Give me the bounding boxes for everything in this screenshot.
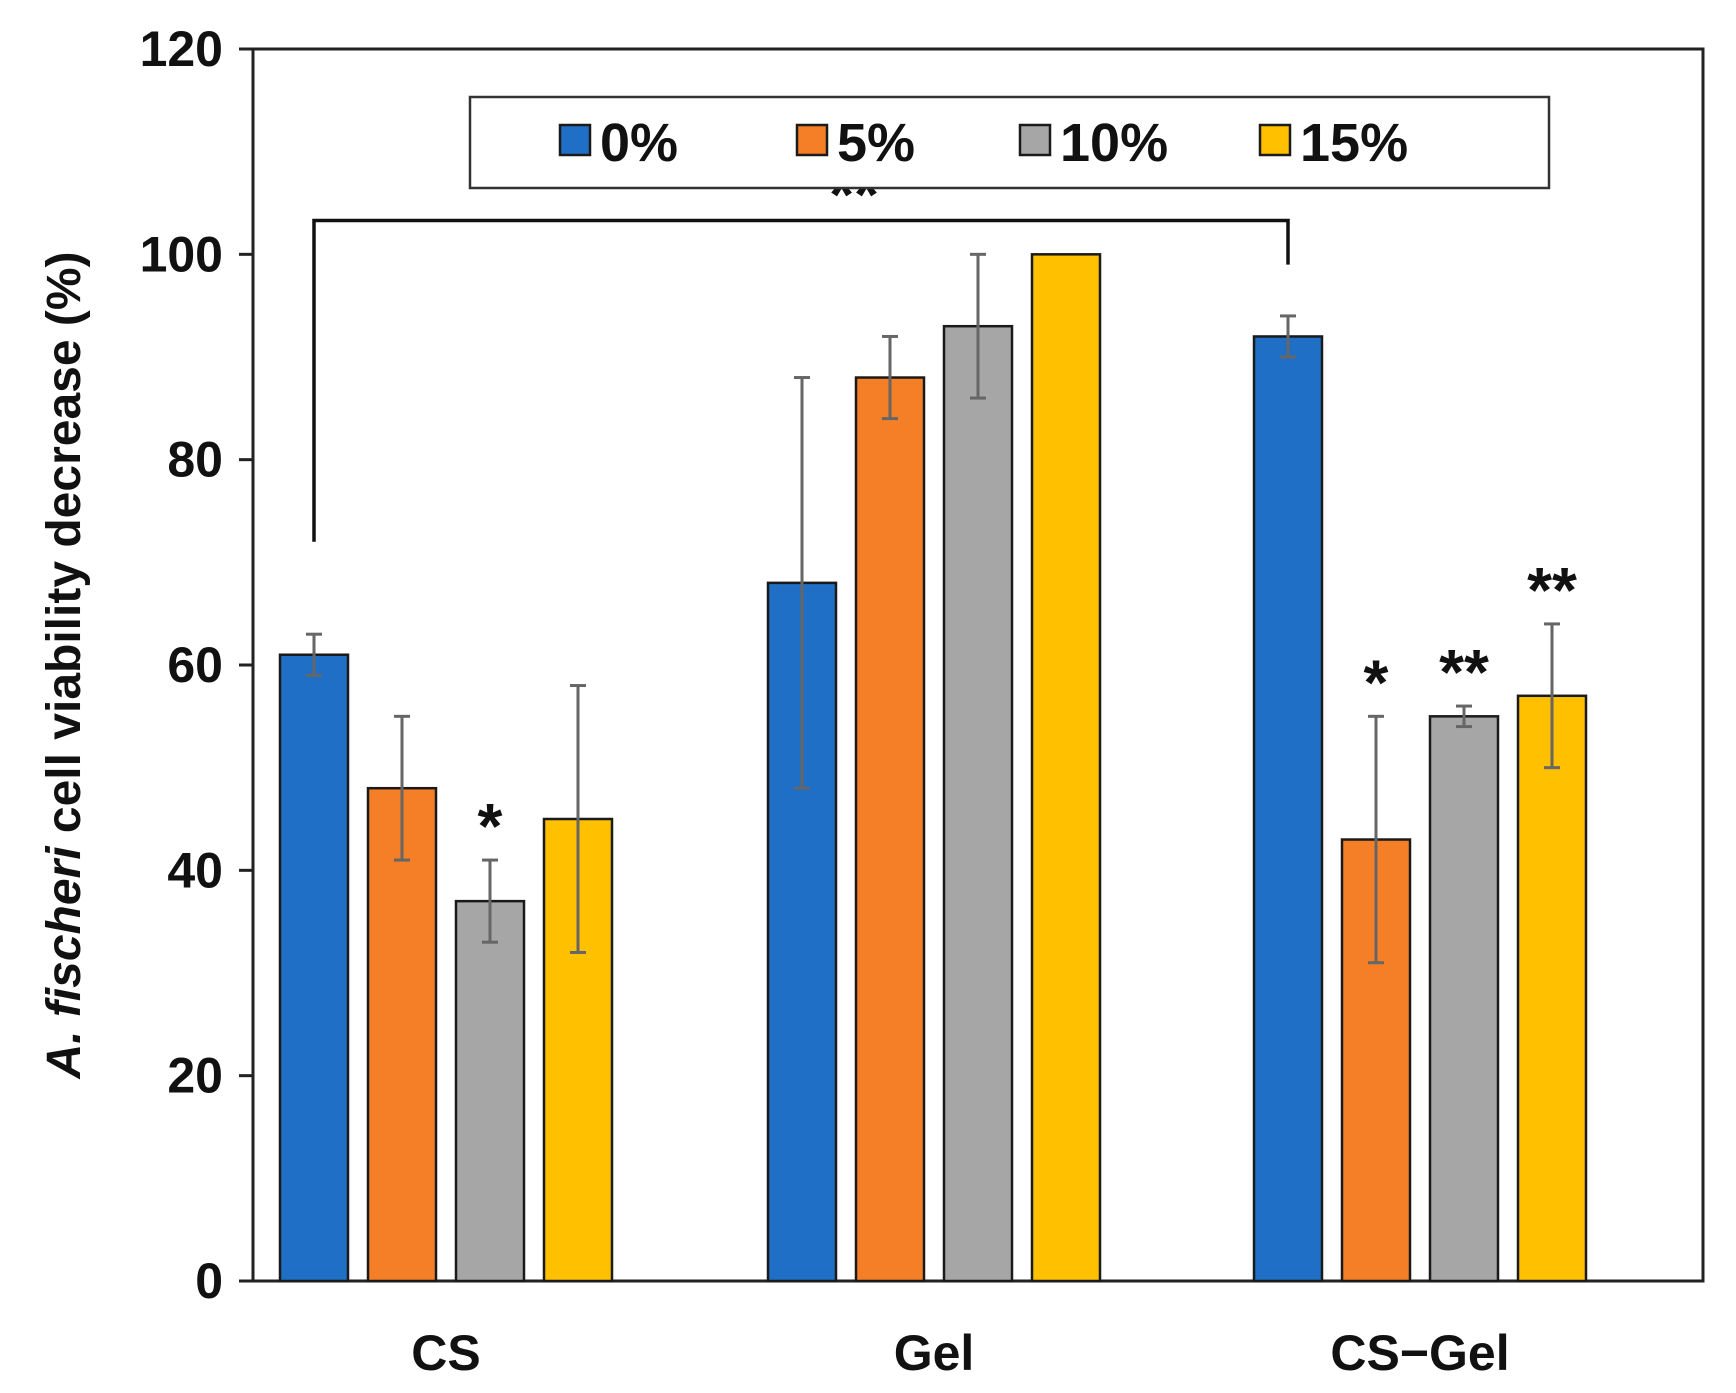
error-bars [306, 252, 1560, 965]
bar-10pct-2 [1428, 715, 1500, 1283]
bar-0pct-0 [278, 653, 350, 1283]
y-tick-label: 0 [195, 1253, 223, 1309]
legend: 0% 5% 10% 15% [468, 95, 1551, 190]
y-tick-label: 60 [167, 637, 223, 693]
legend-swatch [1258, 123, 1292, 157]
legend-box [468, 95, 1551, 190]
bar-10pct-1 [942, 324, 1014, 1283]
significance-marker: * [478, 790, 503, 862]
bar-5pct-1 [854, 376, 926, 1283]
y-tick-label: 40 [167, 842, 223, 898]
significance-marker: * [1364, 646, 1389, 718]
significance-marker: ** [1439, 636, 1489, 708]
significance-marker: ** [1527, 554, 1577, 626]
y-tick-label: 80 [167, 432, 223, 488]
legend-item: 0% [558, 113, 678, 173]
bar-10pct-0 [454, 899, 526, 1283]
x-category-label: Gel [894, 1325, 975, 1381]
bar-0pct-2 [1252, 335, 1324, 1283]
legend-swatch [795, 123, 829, 157]
legend-item: 5% [795, 113, 915, 173]
bar-15pct-1 [1030, 253, 1102, 1283]
x-category-label: CS [411, 1325, 480, 1381]
legend-swatch [1018, 123, 1052, 157]
y-axis-label-rest: cell viability decrease (%) [38, 251, 91, 846]
legend-item: 15% [1258, 113, 1408, 173]
y-tick-label: 100 [140, 226, 223, 282]
bar-5pct-0 [366, 786, 438, 1283]
x-category-label: CS−Gel [1330, 1325, 1509, 1381]
legend-item: 10% [1018, 113, 1168, 173]
legend-label: 0% [600, 113, 678, 173]
y-tick-label: 20 [167, 1048, 223, 1104]
legend-label: 15% [1300, 113, 1408, 173]
legend-swatch [558, 123, 592, 157]
bar-15pct-2 [1516, 694, 1588, 1283]
y-axis-label-species: A. fischeri [38, 845, 91, 1080]
y-tick-label: 120 [140, 21, 223, 77]
legend-label: 5% [837, 113, 915, 173]
significance-bracket [312, 218, 1290, 542]
bars [278, 253, 1588, 1283]
y-axis-label: A. fischeri cell viability decrease (%) [38, 251, 91, 1079]
legend-label: 10% [1060, 113, 1168, 173]
